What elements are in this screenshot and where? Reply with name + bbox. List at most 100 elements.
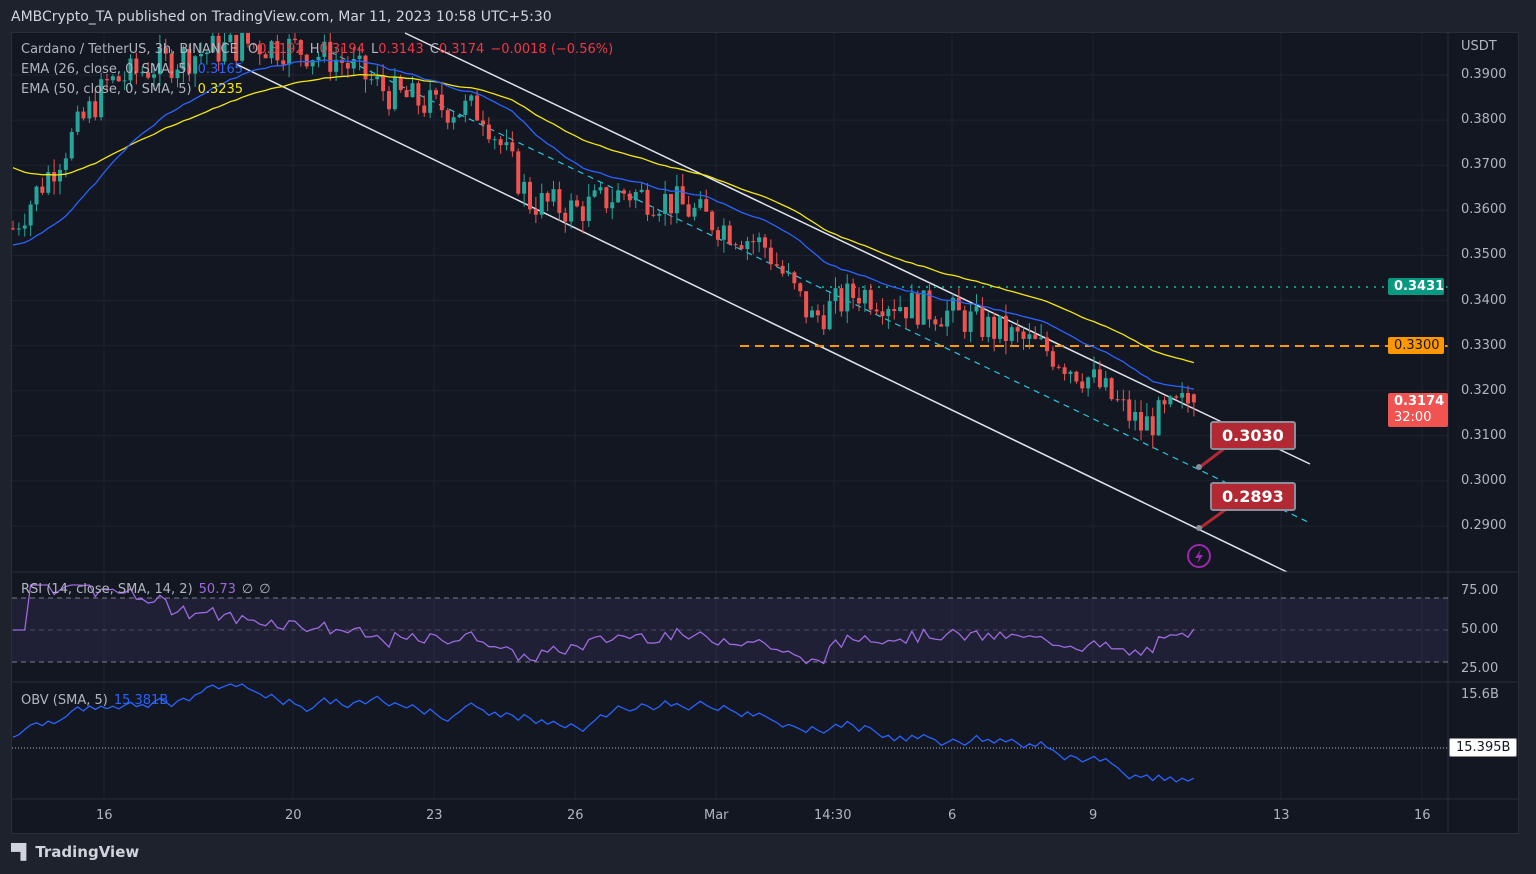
candle-body: [857, 297, 861, 304]
price-tick: 0.2900: [1461, 518, 1507, 533]
candle-body: [228, 34, 233, 43]
candle-body: [357, 55, 362, 59]
candle-body: [680, 186, 685, 205]
legend-ema26[interactable]: EMA (26, close, 0, SMA, 5) 0.3165: [21, 62, 244, 77]
candle-body: [751, 241, 756, 243]
candle-body: [1162, 400, 1167, 405]
candle-body: [457, 114, 462, 118]
candle-body: [128, 58, 133, 81]
channel-upper-line: [404, 32, 1311, 465]
candle-body: [956, 297, 961, 311]
candle-body: [798, 283, 803, 292]
brand-label: TradingView: [35, 843, 140, 861]
candle-body: [827, 301, 832, 330]
candle-body: [1191, 394, 1196, 403]
candle-body: [122, 80, 127, 82]
legend-obv[interactable]: OBV (SMA, 5) 15.381B: [21, 693, 169, 708]
candle-body: [1033, 334, 1038, 339]
candle-body: [868, 289, 873, 310]
candle-body: [1062, 367, 1067, 374]
candle-body: [992, 316, 997, 339]
candle-body: [622, 190, 626, 194]
lightning-icon: [1187, 544, 1211, 568]
candle-body: [22, 225, 27, 229]
candle-body: [445, 110, 450, 123]
time-tick: 13: [1273, 808, 1290, 823]
resistance-tag: 0.3431: [1388, 278, 1444, 295]
candle-body: [1168, 396, 1173, 405]
candle-body: [692, 207, 697, 217]
ohlc: O0.3192 H0.3194 L0.3143 C0.3174 −0.0018 (−0.…: [247, 42, 614, 57]
candle-body: [1186, 393, 1190, 404]
price-tick: 0.3300: [1461, 337, 1507, 353]
time-tick: 16: [1414, 808, 1431, 823]
candle-body: [334, 59, 339, 72]
bar-countdown: 32:00: [1394, 410, 1432, 425]
channel-lines: [235, 32, 1311, 573]
candle-body: [410, 83, 415, 98]
candle-body: [539, 193, 544, 215]
candle-body: [428, 90, 433, 113]
candle-body: [1133, 412, 1138, 421]
price-tick: 0.3900: [1461, 67, 1507, 82]
candle-body: [87, 101, 92, 119]
candle-body: [40, 186, 45, 193]
candle-body: [146, 72, 151, 78]
price-tick: 0.3200: [1461, 382, 1507, 398]
candle-body: [739, 245, 744, 250]
candle-body: [269, 41, 274, 59]
candle-body: [733, 244, 738, 246]
candle-body: [416, 83, 421, 106]
price-tick: 0.3100: [1461, 427, 1507, 443]
candle-body: [234, 34, 239, 61]
candle-body: [193, 56, 198, 74]
price-tick: 0.3500: [1461, 247, 1507, 263]
candle-body: [569, 200, 574, 222]
tradingview-logo[interactable]: ▀▌ TradingView: [11, 843, 139, 861]
candle-body: [792, 272, 797, 284]
candle-body: [639, 189, 644, 193]
candle-body: [1115, 399, 1120, 401]
candle-body: [645, 189, 650, 215]
time-tick: 26: [567, 808, 584, 823]
candle-body: [763, 237, 767, 248]
time-tick: Mar: [704, 808, 729, 823]
rsi-tick: 75.00: [1461, 583, 1499, 598]
candle-body: [1003, 315, 1008, 342]
candle-body: [52, 172, 57, 182]
candle-body: [287, 38, 292, 65]
legend-rsi[interactable]: RSI (14, close, SMA, 14, 2) 50.73 ∅ ∅: [21, 582, 271, 597]
candle-body: [669, 193, 673, 214]
candle-body: [810, 310, 814, 318]
ema50-line: [12, 74, 1195, 364]
candle-body: [604, 187, 609, 209]
candle-body: [375, 76, 380, 80]
candle-body: [363, 55, 368, 80]
candle-body: [874, 309, 879, 312]
target2-callout: 0.2893: [1210, 482, 1296, 511]
candle-body: [1109, 378, 1114, 400]
target1-callout: 0.3030: [1210, 421, 1296, 450]
candle-body: [404, 90, 409, 98]
candle-body: [81, 111, 86, 119]
candle-body: [522, 181, 527, 194]
candle-body: [322, 41, 327, 57]
candle-body: [486, 124, 491, 140]
candle-body: [1144, 416, 1149, 431]
candle-body: [710, 211, 715, 231]
candle-body: [422, 105, 427, 113]
legend-ema50[interactable]: EMA (50, close, 0, SMA, 5) 0.3235: [21, 82, 244, 97]
candle-body: [69, 131, 74, 159]
target1-pointer: [1199, 446, 1226, 469]
candle-body: [698, 199, 703, 208]
candle-body: [1139, 412, 1143, 431]
channel-mid-line: [329, 51, 1311, 524]
candle-body: [962, 310, 967, 332]
last-price-tag: 0.3174 32:00: [1388, 393, 1448, 427]
rsi-band: [12, 598, 1448, 662]
candle-body: [1121, 399, 1126, 401]
candle-body: [633, 192, 638, 201]
candle-body: [580, 206, 585, 221]
candle-body: [880, 311, 885, 317]
